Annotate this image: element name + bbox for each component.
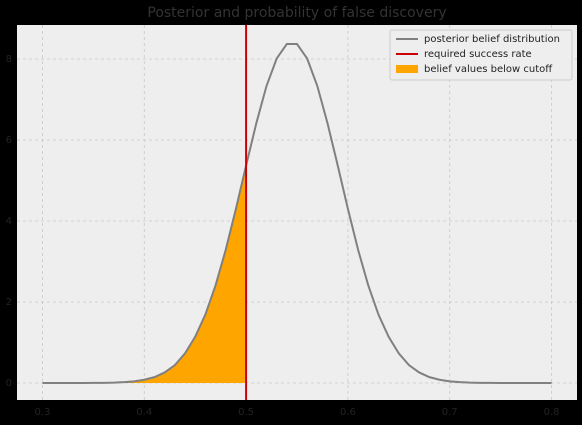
y-tick-label: 0 bbox=[6, 378, 12, 389]
legend-box bbox=[389, 29, 573, 81]
y-tick-label: 8 bbox=[6, 54, 12, 65]
y-tick-label: 6 bbox=[6, 135, 12, 146]
x-tick-label: 0.6 bbox=[340, 407, 356, 418]
plot-area bbox=[17, 25, 577, 400]
x-tick-label: 0.3 bbox=[35, 407, 51, 418]
fill-area bbox=[42, 165, 247, 383]
chart-title: Posterior and probability of false disco… bbox=[147, 5, 446, 21]
legend-label: belief values below cutoff bbox=[424, 64, 553, 75]
y-tick-label: 4 bbox=[6, 216, 12, 227]
x-tick-label: 0.4 bbox=[136, 407, 152, 418]
x-tick-label: 0.7 bbox=[442, 407, 458, 418]
legend: posterior belief distribution required su… bbox=[389, 29, 573, 81]
x-tick-label: 0.5 bbox=[238, 407, 254, 418]
legend-label: posterior belief distribution bbox=[424, 34, 560, 45]
line bbox=[42, 43, 552, 384]
x-tick-label: 0.8 bbox=[544, 407, 560, 418]
y-tick-label: 2 bbox=[6, 297, 12, 308]
legend-swatch bbox=[396, 65, 418, 73]
legend-label: required success rate bbox=[424, 49, 532, 60]
